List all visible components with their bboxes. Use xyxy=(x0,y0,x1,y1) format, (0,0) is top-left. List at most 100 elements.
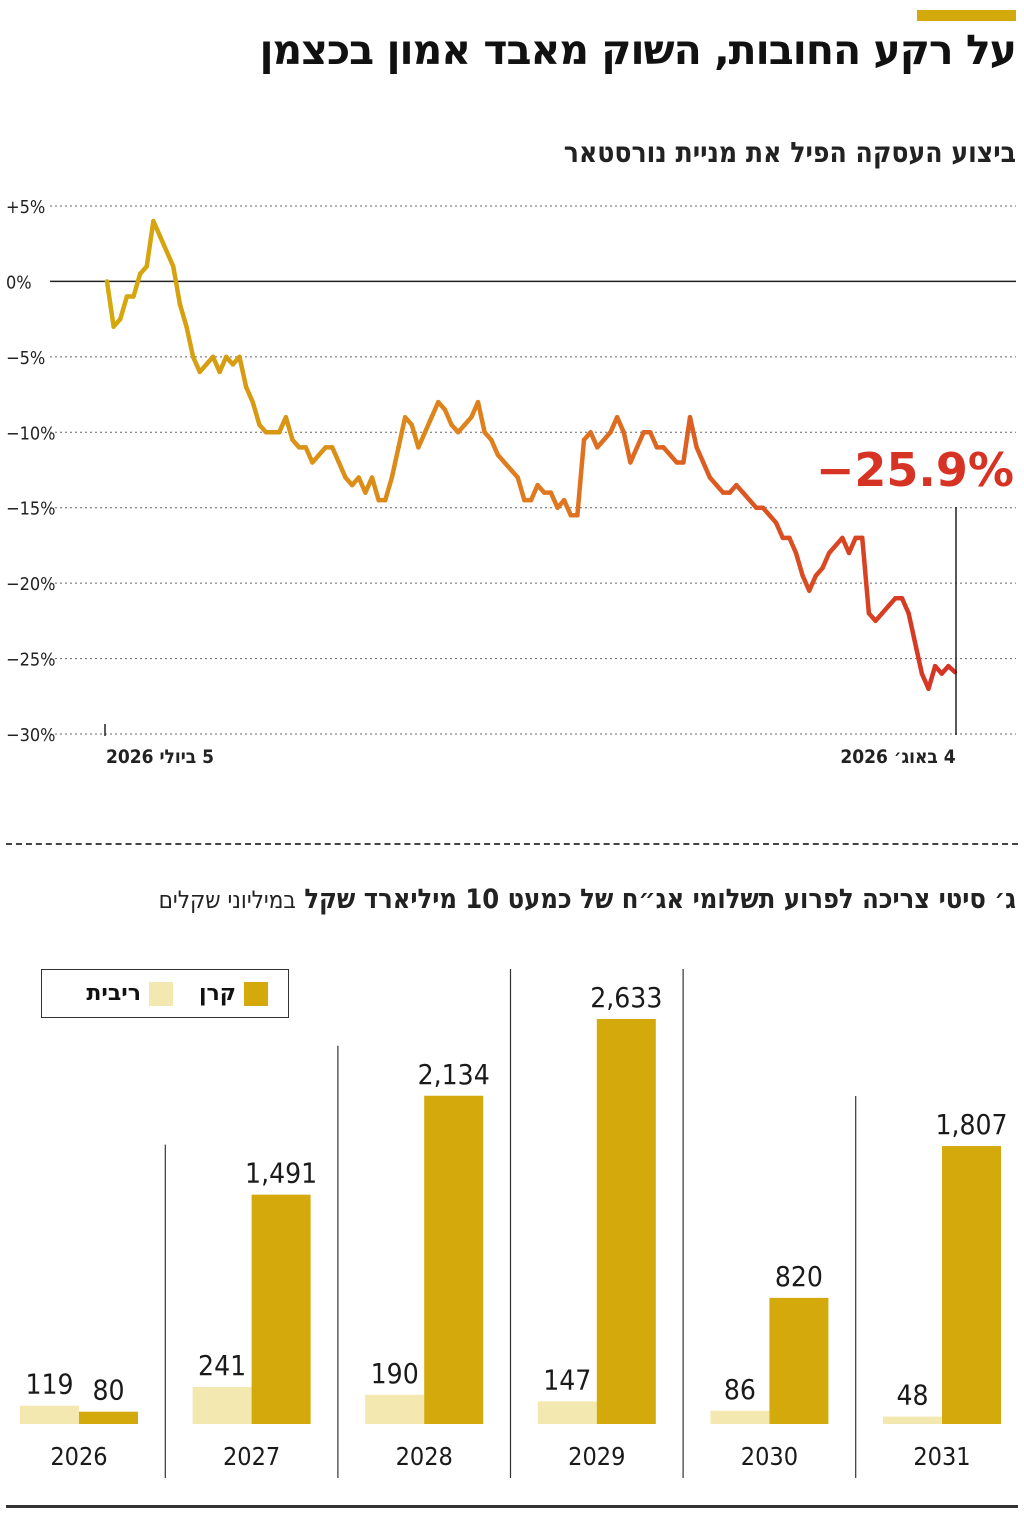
line-segment xyxy=(217,354,229,375)
line-chart-y-ticks: +5% 0% −5% −10% −15% −20% −25% −30% xyxy=(6,197,56,746)
line-segment xyxy=(793,550,805,578)
y-tick-label: −15% xyxy=(6,499,56,520)
line-segment xyxy=(807,573,819,593)
line-segment xyxy=(926,663,938,691)
line-segment xyxy=(820,550,832,571)
bar-principal-2029 xyxy=(596,1019,656,1424)
line-segment xyxy=(701,460,713,480)
line-segment xyxy=(906,611,918,646)
bar-principal-2026 xyxy=(79,1411,138,1424)
y-tick-label: 0% xyxy=(6,272,32,293)
bar-interest-2028 xyxy=(365,1394,425,1424)
line-segment xyxy=(383,475,395,503)
line-segment xyxy=(687,414,699,450)
value-label-principal: 80 xyxy=(92,1374,124,1407)
line-segment xyxy=(575,437,587,518)
line-segment xyxy=(422,414,434,435)
line-segment xyxy=(860,535,872,616)
line-segment xyxy=(528,482,540,503)
line-segment xyxy=(104,279,116,329)
category-label: 2030 xyxy=(741,1442,798,1471)
bar-principal-2031 xyxy=(942,1146,1001,1424)
line-segment xyxy=(250,399,262,427)
line-segment xyxy=(144,218,156,269)
category-label: 2026 xyxy=(50,1442,107,1471)
y-tick-label: −10% xyxy=(6,423,56,444)
section-divider xyxy=(6,843,1018,845)
value-label-principal: 1,491 xyxy=(245,1157,317,1190)
line-segment xyxy=(899,595,911,616)
line-segment xyxy=(243,384,255,405)
line-segment xyxy=(429,399,441,420)
line-segment xyxy=(694,445,706,465)
legend: קרן ריבית xyxy=(41,969,289,1018)
bar-principal-2028 xyxy=(424,1095,484,1424)
line-segment xyxy=(330,445,342,465)
category-label: 2031 xyxy=(913,1442,970,1471)
value-label-interest: 48 xyxy=(896,1379,928,1412)
line-segment xyxy=(336,460,348,480)
legend-label-interest: ריבית xyxy=(86,981,141,1006)
bottom-rule xyxy=(6,1505,1018,1508)
value-label-interest: 190 xyxy=(371,1357,419,1390)
legend-item-interest: ריבית xyxy=(86,981,173,1006)
line-segment xyxy=(442,407,454,427)
value-label-principal: 2,633 xyxy=(590,981,662,1014)
bar-chart: 119 80 2026 241 1,491 2027 190 2,134 2028 147 2,63… xyxy=(20,969,1008,1478)
bar-principal-2030 xyxy=(769,1297,829,1424)
bar-interest-2027 xyxy=(192,1386,252,1424)
line-segment xyxy=(515,475,527,503)
line-segment xyxy=(681,414,693,465)
line-segment xyxy=(648,430,660,450)
line-segment xyxy=(190,354,202,375)
x-tick-start: 5 ביולי 2026 xyxy=(106,746,214,768)
line-segment xyxy=(913,641,925,676)
line-segment xyxy=(628,445,640,465)
line-segment xyxy=(946,663,958,675)
bar-interest-2029 xyxy=(537,1401,597,1424)
line-segment xyxy=(409,422,421,450)
y-tick-label: +5% xyxy=(6,197,45,218)
value-label-principal: 1,807 xyxy=(935,1108,1007,1141)
line-segment xyxy=(787,535,799,556)
line-segment xyxy=(157,233,169,254)
line-segment xyxy=(283,414,295,443)
value-label-interest: 119 xyxy=(25,1368,73,1401)
bar-chart-unit: במיליוני שקלים xyxy=(158,886,296,914)
line-segment xyxy=(164,249,176,269)
line-segment xyxy=(561,497,573,518)
value-label-principal: 820 xyxy=(775,1260,823,1293)
bar-interest-2031 xyxy=(883,1416,942,1424)
page-title: על רקע החובות, השוק מאבד אמון בכצמן xyxy=(259,26,1017,74)
y-tick-label: −25% xyxy=(6,650,56,671)
line-chart: +5% 0% −5% −10% −15% −20% −25% −30% −25.9% 5 בי… xyxy=(6,197,1016,768)
y-tick-label: −5% xyxy=(6,348,45,369)
bar-chart-separators xyxy=(164,969,857,1478)
line-segment xyxy=(171,264,183,307)
line-segment xyxy=(548,490,560,510)
value-label-interest: 86 xyxy=(724,1373,756,1406)
x-tick-end: 4 באוג׳ 2026 xyxy=(840,746,955,768)
legend-swatch-interest xyxy=(149,981,173,1006)
category-label: 2028 xyxy=(396,1442,453,1471)
line-segment xyxy=(475,399,487,435)
bar-interest-2030 xyxy=(710,1410,770,1424)
bar-chart-title: ג׳ סיטי צריכה לפרוע תשלומי אג״ח של כמעט … xyxy=(159,884,1016,915)
line-segment xyxy=(396,414,408,450)
legend-item-principal: קרן xyxy=(199,981,268,1006)
y-tick-label: −30% xyxy=(6,725,56,746)
line-segment xyxy=(131,271,143,299)
line-segment xyxy=(614,414,626,435)
legend-label-principal: קרן xyxy=(199,981,236,1006)
line-segment xyxy=(303,445,315,465)
bar-principal-2027 xyxy=(251,1194,311,1424)
line-chart-title: ביצוע העסקה הפיל את מניית נורסטאר xyxy=(563,136,1016,169)
line-segment xyxy=(151,218,163,239)
line-segment xyxy=(846,535,858,556)
bar-chart-bars xyxy=(20,1019,1001,1424)
category-label: 2027 xyxy=(223,1442,280,1471)
line-segment xyxy=(184,324,196,360)
bar-chart-labels: 119 80 2026 241 1,491 2027 190 2,134 2028 147 2,63… xyxy=(25,981,1007,1471)
line-segment xyxy=(237,354,249,390)
line-chart-grid xyxy=(50,205,1016,735)
